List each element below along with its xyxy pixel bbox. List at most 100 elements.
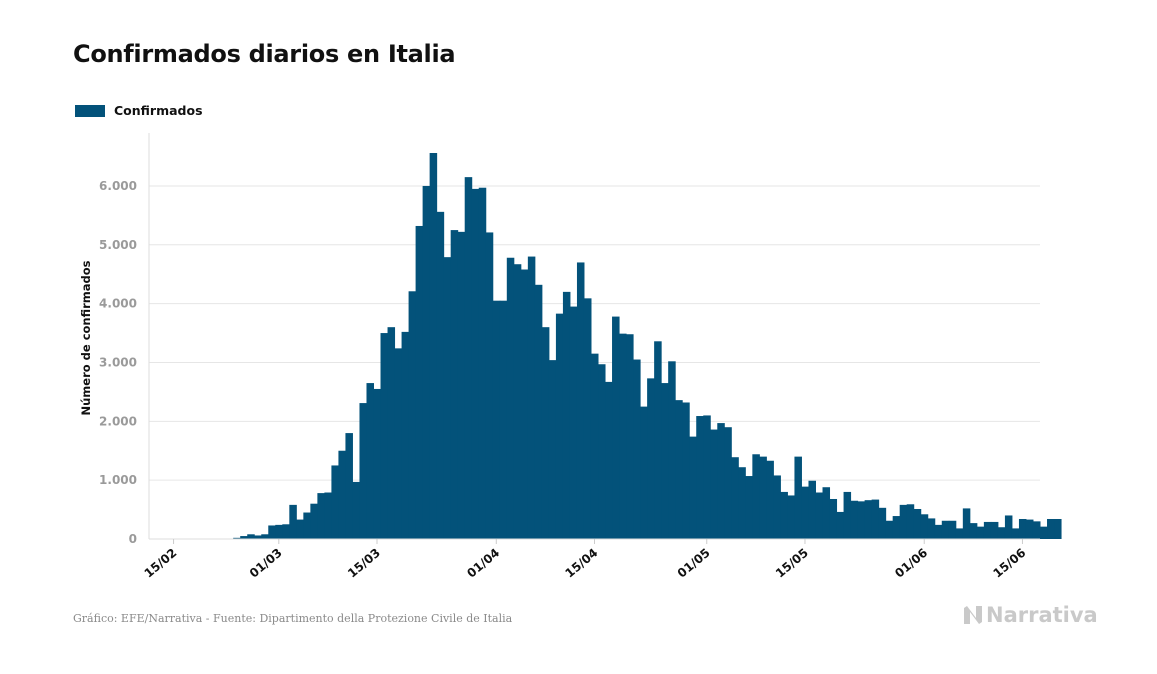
y-axis-title: Número de confirmados — [79, 260, 93, 415]
bar — [387, 327, 396, 539]
bar — [780, 491, 788, 539]
x-tick-label: 01/04 — [464, 546, 502, 581]
bar — [485, 232, 494, 539]
bar — [576, 262, 585, 539]
bar — [661, 383, 669, 539]
bar — [1011, 528, 1020, 539]
chart-legend: Confirmados — [75, 103, 203, 118]
source-note: Gráfico: EFE/Narrativa - Fuente: Diparti… — [73, 612, 513, 625]
bar — [457, 231, 466, 539]
bar — [548, 360, 557, 539]
y-tick-label: 2.000 — [99, 414, 137, 428]
bar — [436, 211, 445, 539]
bar — [464, 177, 473, 539]
brand-name: Narrativa — [986, 603, 1098, 627]
bar — [962, 508, 971, 539]
bar — [268, 525, 276, 539]
bar — [366, 383, 375, 539]
x-tick-label: 15/03 — [345, 546, 383, 581]
bar — [1040, 526, 1048, 539]
bar — [738, 467, 746, 539]
bar — [801, 486, 809, 539]
bar — [555, 313, 564, 539]
bar — [899, 504, 908, 539]
x-tick-label: 01/06 — [892, 546, 930, 581]
bar — [836, 511, 845, 539]
bar — [976, 526, 985, 539]
bar — [892, 516, 901, 539]
bar — [429, 153, 438, 539]
bar — [969, 523, 978, 539]
bar — [997, 527, 1006, 539]
bar — [794, 456, 802, 539]
bar — [647, 378, 655, 539]
bar — [513, 264, 522, 539]
bar — [752, 454, 760, 539]
bar — [864, 500, 873, 539]
bar — [717, 423, 725, 539]
y-tick-label: 3.000 — [99, 355, 137, 369]
bar — [619, 333, 627, 539]
bar — [282, 524, 290, 539]
bar — [352, 481, 360, 539]
bar — [871, 499, 880, 539]
bar — [520, 269, 529, 539]
bar — [303, 512, 311, 539]
y-tick-label: 6.000 — [99, 179, 137, 193]
bar — [990, 521, 999, 539]
bar — [773, 475, 781, 539]
bar — [275, 524, 283, 539]
bar — [612, 316, 620, 539]
bar — [415, 225, 424, 539]
bar — [1054, 518, 1062, 539]
bar — [913, 508, 922, 539]
bar — [654, 341, 662, 539]
bar — [590, 353, 599, 539]
legend-label: Confirmados — [114, 103, 203, 118]
bar — [850, 500, 859, 539]
bar — [310, 503, 318, 539]
chart-bars — [233, 153, 1062, 539]
x-tick-label: 15/02 — [142, 546, 180, 581]
bar — [1004, 515, 1013, 539]
bar — [878, 507, 887, 539]
bar — [450, 230, 459, 539]
bar — [1047, 518, 1055, 539]
bar — [408, 291, 417, 539]
bar — [296, 519, 304, 539]
bar — [261, 534, 269, 539]
y-tick-label: 0 — [129, 532, 137, 546]
bar — [240, 536, 248, 539]
bar — [1032, 521, 1041, 539]
x-tick-label: 01/05 — [675, 546, 713, 581]
chart-title: Confirmados diarios en Italia — [73, 40, 456, 68]
bar — [605, 381, 613, 539]
bar — [703, 415, 711, 539]
bar — [808, 480, 816, 539]
bar — [829, 498, 838, 539]
bar — [682, 402, 690, 539]
bar — [499, 300, 508, 539]
bar — [941, 520, 950, 539]
bar — [569, 306, 578, 539]
bar — [506, 257, 515, 539]
bar — [541, 327, 550, 539]
bar — [562, 291, 571, 539]
bar — [338, 450, 346, 539]
y-tick-label: 5.000 — [99, 238, 137, 252]
bar — [422, 185, 431, 539]
bar — [626, 334, 634, 539]
bar — [534, 284, 543, 539]
bar — [843, 491, 852, 539]
bar — [857, 501, 866, 539]
bar — [1025, 519, 1034, 539]
bar — [689, 436, 697, 539]
bar — [380, 333, 389, 539]
bar — [331, 465, 339, 539]
y-tick-label: 4.000 — [99, 297, 137, 311]
bar — [492, 300, 501, 539]
bar — [633, 359, 641, 539]
bar — [478, 187, 487, 539]
bar — [324, 492, 332, 539]
bar — [934, 524, 943, 539]
